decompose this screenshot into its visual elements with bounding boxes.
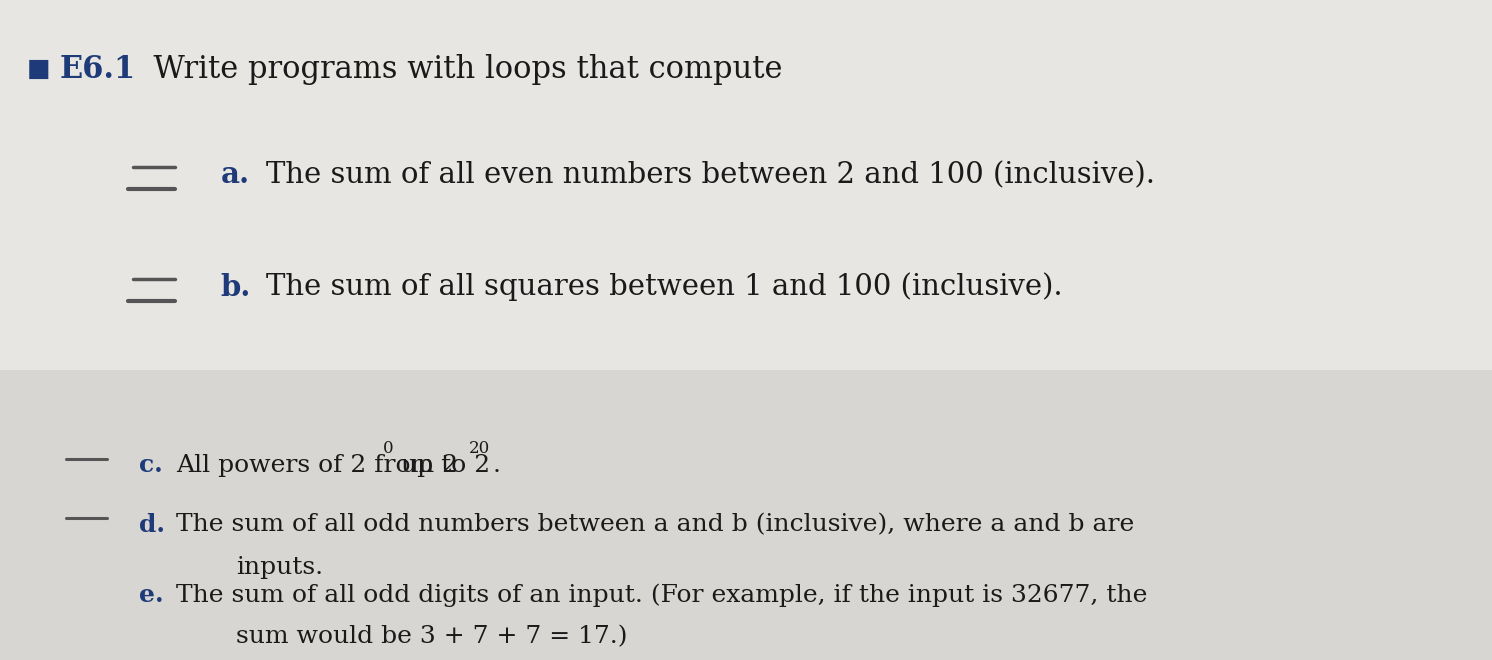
Text: a.: a. [221,160,251,189]
Text: ■: ■ [27,57,51,81]
Text: E6.1: E6.1 [60,54,136,84]
Text: sum would be 3 + 7 + 7 = 17.): sum would be 3 + 7 + 7 = 17.) [236,626,627,648]
Text: e.: e. [139,583,164,607]
Text: inputs.: inputs. [236,556,322,579]
Text: Write programs with loops that compute: Write programs with loops that compute [134,54,783,84]
Text: up to 2: up to 2 [394,454,491,477]
Text: All powers of 2 from 2: All powers of 2 from 2 [176,454,458,477]
Text: The sum of all squares between 1 and 100 (inclusive).: The sum of all squares between 1 and 100… [266,273,1062,302]
Text: c.: c. [139,453,163,477]
Text: The sum of all even numbers between 2 and 100 (inclusive).: The sum of all even numbers between 2 an… [266,161,1155,189]
Bar [0,0,1492,370]
Text: The sum of all odd numbers between a and b (inclusive), where a and b are: The sum of all odd numbers between a and… [176,513,1134,536]
Text: b.: b. [221,273,251,302]
Text: .: . [492,454,500,477]
Bar [0,370,1492,660]
Text: 20: 20 [468,440,489,457]
Text: The sum of all odd digits of an input. (For example, if the input is 32677, the: The sum of all odd digits of an input. (… [176,583,1147,607]
Text: d.: d. [139,513,164,537]
Text: 0: 0 [383,440,394,457]
